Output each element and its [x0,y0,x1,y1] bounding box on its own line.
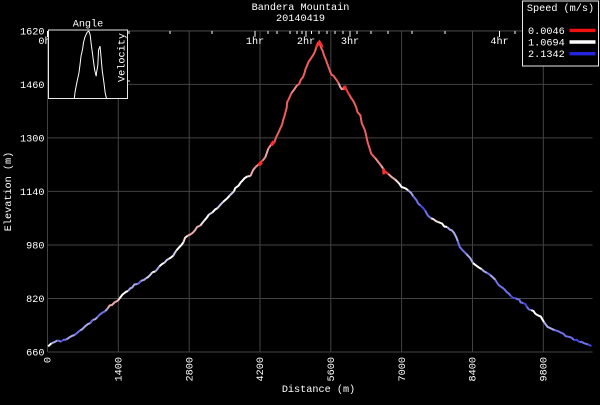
svg-text:0: 0 [44,357,55,363]
svg-text:1300: 1300 [20,134,44,145]
svg-text:1400: 1400 [115,357,126,381]
svg-text:980: 980 [26,242,44,253]
svg-text:4200: 4200 [256,357,267,381]
svg-text:1620: 1620 [20,27,44,38]
svg-text:1140: 1140 [20,188,44,199]
svg-text:2800: 2800 [185,357,196,381]
svg-text:5600: 5600 [327,357,338,381]
svg-text:Speed (m/s): Speed (m/s) [527,3,594,15]
svg-text:Bandera Mountain: Bandera Mountain [252,2,350,14]
svg-text:4hr: 4hr [490,36,508,48]
svg-text:1460: 1460 [20,81,44,92]
svg-text:2hr: 2hr [297,36,315,48]
svg-text:Elevation (m): Elevation (m) [3,152,15,231]
svg-text:8400: 8400 [469,357,480,381]
svg-text:820: 820 [26,295,44,306]
svg-text:0.0046: 0.0046 [528,27,565,38]
svg-text:Velocity: Velocity [117,33,129,82]
svg-text:20140419: 20140419 [276,14,325,25]
svg-text:3hr: 3hr [341,36,359,48]
svg-text:Distance (m): Distance (m) [282,384,355,396]
svg-text:Angle: Angle [73,19,104,31]
svg-text:7000: 7000 [398,357,409,381]
svg-text:9800: 9800 [540,357,551,381]
svg-text:660: 660 [26,349,44,360]
svg-text:1.0694: 1.0694 [528,39,565,50]
svg-text:1hr: 1hr [246,36,264,48]
svg-text:2.1342: 2.1342 [528,50,565,61]
